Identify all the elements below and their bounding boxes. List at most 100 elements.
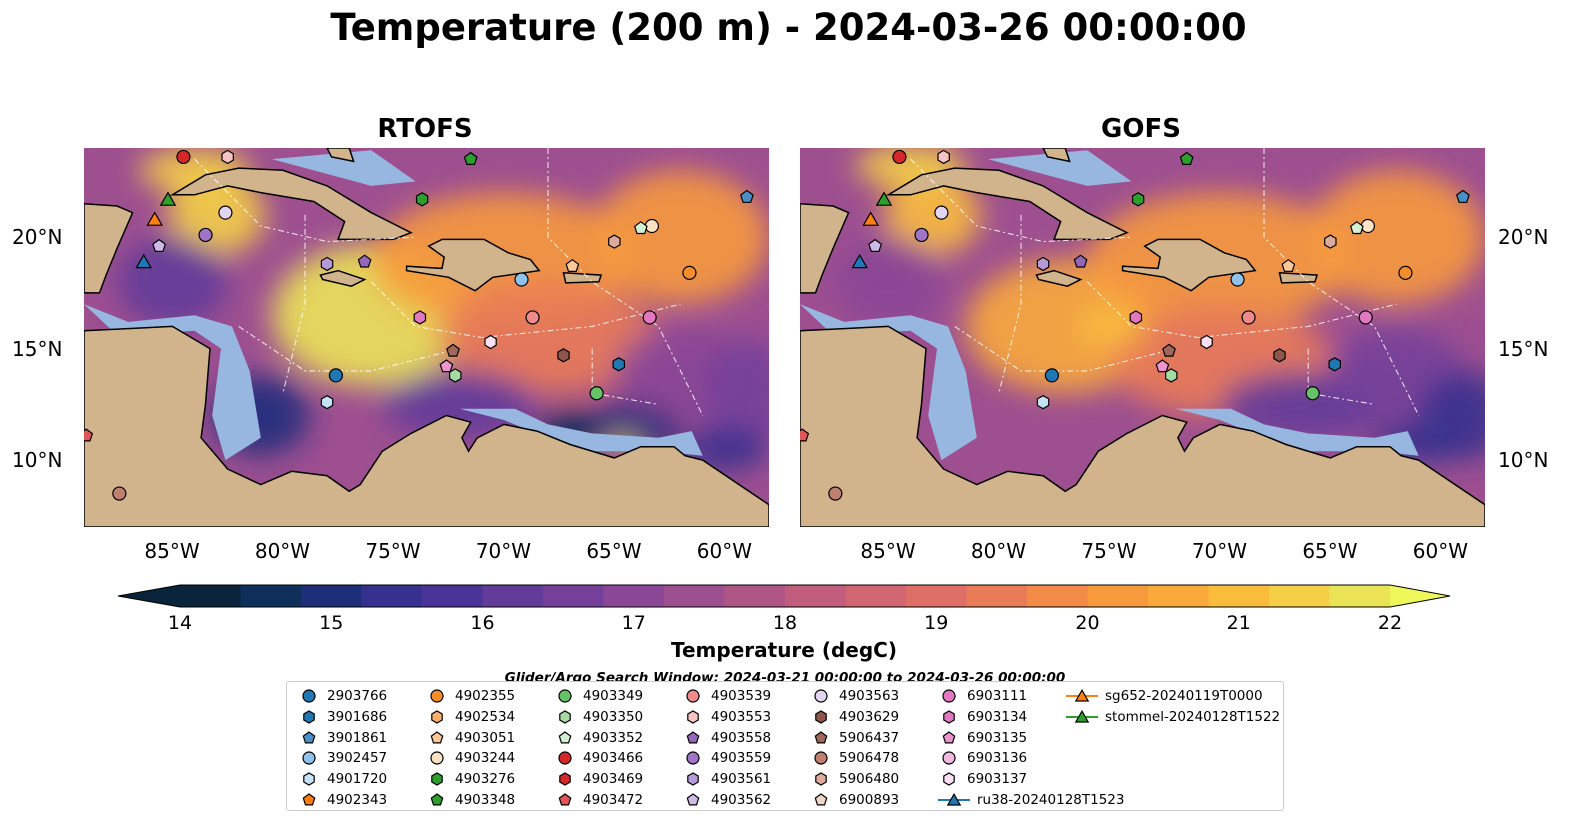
legend-marker[interactable] (1074, 688, 1090, 702)
legend-marker[interactable] (558, 689, 572, 703)
legend-marker[interactable] (687, 772, 699, 786)
argo-float-6903137[interactable] (484, 334, 497, 350)
argo-float-3901686[interactable] (612, 357, 626, 372)
legend-marker[interactable] (431, 772, 443, 786)
legend-marker[interactable] (302, 793, 316, 806)
argo-float-4902355[interactable] (682, 265, 697, 280)
argo-float-6903134[interactable] (1129, 310, 1143, 325)
argo-float-4903349[interactable] (1305, 386, 1320, 401)
argo-float-4903348[interactable] (463, 151, 478, 165)
argo-float-6903137[interactable] (1200, 334, 1213, 350)
legend-marker[interactable] (814, 689, 828, 703)
argo-float-3902457[interactable] (1230, 272, 1245, 287)
legend-marker[interactable] (815, 772, 827, 786)
glider-ru38[interactable] (135, 253, 152, 269)
argo-float-4903562[interactable] (868, 238, 883, 253)
legend-marker[interactable] (430, 689, 444, 703)
argo-float-4903466[interactable] (892, 149, 907, 165)
legend-marker[interactable] (942, 751, 956, 765)
glider-ru38[interactable] (851, 253, 868, 269)
argo-float-4902355[interactable] (1398, 265, 1413, 280)
legend-marker[interactable] (815, 710, 827, 724)
argo-float-4903350[interactable] (1165, 368, 1178, 383)
glider-stommel[interactable] (875, 191, 893, 206)
argo-float-4903562[interactable] (152, 238, 167, 253)
argo-float-4903472[interactable] (84, 428, 94, 442)
argo-float-4903539[interactable] (1241, 310, 1256, 325)
argo-float-4903466[interactable] (176, 149, 191, 165)
argo-float-4903561[interactable] (1036, 256, 1050, 272)
argo-float-5906478[interactable] (112, 486, 127, 501)
legend-marker[interactable] (302, 751, 316, 765)
argo-float-5906480[interactable] (1324, 234, 1337, 249)
argo-float-4903276[interactable] (415, 192, 429, 207)
argo-float-2903766[interactable] (328, 368, 344, 383)
argo-float-4903539[interactable] (525, 310, 540, 325)
legend-marker[interactable] (559, 772, 571, 786)
argo-float-3901861[interactable] (1455, 189, 1470, 203)
legend-marker[interactable] (430, 730, 444, 744)
legend-marker[interactable] (814, 730, 828, 744)
legend-marker[interactable] (942, 730, 956, 744)
argo-float-4903559[interactable] (198, 227, 213, 243)
argo-float-4903276[interactable] (1131, 192, 1145, 207)
legend-marker[interactable] (430, 751, 444, 765)
argo-float-3901686[interactable] (1328, 357, 1342, 372)
argo-float-3902457[interactable] (514, 272, 529, 287)
argo-float-2903766[interactable] (1044, 368, 1060, 383)
argo-float-5906478[interactable] (828, 486, 843, 501)
argo-float-6903135[interactable] (1155, 359, 1170, 373)
argo-float-4903629[interactable] (1273, 348, 1286, 363)
argo-float-5906437[interactable] (1162, 343, 1176, 357)
legend-marker[interactable] (558, 751, 572, 765)
legend-marker[interactable] (814, 751, 828, 765)
argo-float-4903629[interactable] (557, 348, 570, 363)
argo-float-4901720[interactable] (320, 395, 334, 410)
argo-float-4903553[interactable] (937, 149, 950, 165)
legend-marker[interactable] (302, 689, 316, 703)
legend-marker[interactable] (687, 710, 699, 724)
map-rtofs[interactable] (84, 148, 769, 527)
argo-float-4903472[interactable] (800, 428, 810, 442)
argo-float-4903349[interactable] (589, 386, 604, 401)
legend-marker[interactable] (303, 710, 315, 724)
legend-marker[interactable] (686, 793, 700, 806)
argo-float-4903350[interactable] (449, 368, 462, 383)
argo-float-4903559[interactable] (914, 227, 929, 243)
legend-marker[interactable] (686, 689, 700, 703)
legend-marker[interactable] (814, 793, 828, 806)
argo-float-4903563[interactable] (218, 205, 233, 220)
legend-marker[interactable] (559, 710, 571, 724)
legend-marker[interactable] (943, 772, 955, 786)
legend-marker[interactable] (302, 730, 316, 744)
legend-marker[interactable] (431, 710, 443, 724)
argo-float-4903563[interactable] (934, 205, 949, 220)
legend-marker[interactable] (686, 751, 700, 765)
argo-float-4903352[interactable] (633, 221, 648, 235)
argo-float-4903553[interactable] (221, 149, 234, 165)
map-gofs[interactable] (800, 148, 1485, 527)
argo-float-3901861[interactable] (739, 189, 754, 203)
argo-float-6903135[interactable] (439, 359, 454, 373)
legend-marker[interactable] (430, 793, 444, 806)
argo-float-4903558[interactable] (1073, 254, 1088, 268)
legend-marker[interactable] (1074, 709, 1090, 723)
argo-float-4903051[interactable] (1281, 258, 1296, 273)
legend-marker[interactable] (946, 792, 962, 806)
legend-marker[interactable] (558, 730, 572, 744)
argo-float-5906480[interactable] (608, 234, 621, 249)
argo-float-4903348[interactable] (1179, 151, 1194, 165)
argo-float-6903111[interactable] (642, 310, 657, 325)
argo-float-5906437[interactable] (446, 343, 460, 357)
legend-marker[interactable] (943, 710, 955, 724)
argo-float-4901720[interactable] (1036, 395, 1050, 410)
argo-float-6903111[interactable] (1358, 310, 1373, 325)
legend-marker[interactable] (942, 689, 956, 703)
argo-float-4903352[interactable] (1349, 221, 1364, 235)
glider-sg652[interactable] (862, 211, 880, 226)
glider-sg652[interactable] (146, 211, 164, 226)
glider-stommel[interactable] (159, 191, 177, 206)
legend-marker[interactable] (558, 793, 572, 806)
argo-float-6903134[interactable] (413, 310, 427, 325)
legend-marker[interactable] (686, 730, 700, 744)
